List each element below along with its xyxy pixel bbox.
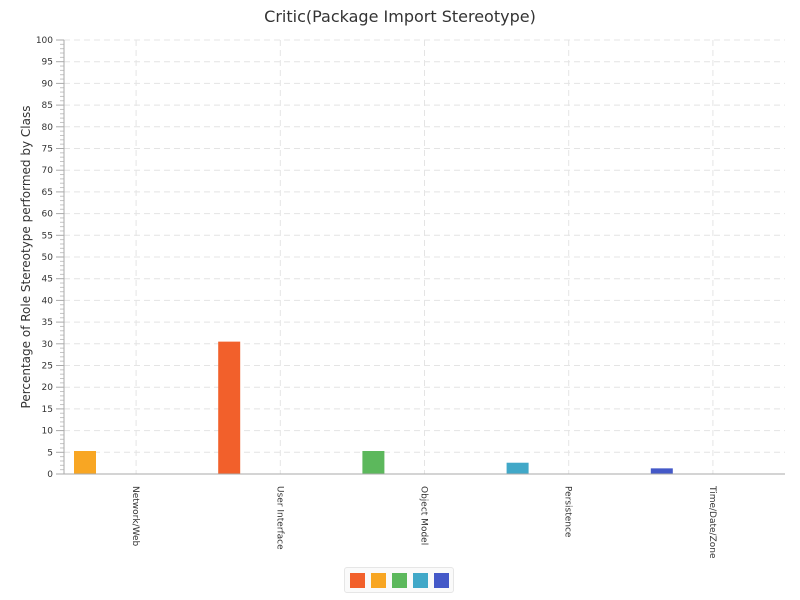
y-tick-label: 70 — [42, 166, 54, 176]
y-tick-label: 50 — [42, 253, 54, 263]
x-tick-label: User Interface — [274, 486, 284, 550]
y-tick-label: 10 — [42, 427, 54, 437]
x-tick-label: Object Model — [419, 486, 429, 545]
x-tick-label: Network/Web — [130, 486, 140, 547]
y-tick-label: 5 — [47, 448, 53, 458]
legend-swatch — [350, 573, 365, 588]
y-tick-label: 75 — [42, 145, 53, 155]
y-tick-label: 30 — [42, 340, 54, 350]
legend-swatch — [392, 573, 407, 588]
y-tick-label: 0 — [47, 470, 53, 480]
y-tick-label: 80 — [42, 123, 54, 133]
legend-swatch — [434, 573, 449, 588]
bar — [362, 450, 385, 474]
y-tick-label: 65 — [42, 188, 53, 198]
legend-swatch — [413, 573, 428, 588]
bar — [218, 341, 241, 474]
bar — [506, 462, 529, 474]
y-tick-label: 60 — [42, 210, 54, 220]
bar — [74, 450, 96, 474]
chart-title: Critic(Package Import Stereotype) — [264, 7, 536, 26]
y-tick-label: 90 — [42, 79, 54, 89]
y-tick-label: 85 — [42, 101, 53, 111]
y-tick-label: 45 — [42, 275, 53, 285]
legend-swatch — [371, 573, 386, 588]
bar — [650, 468, 673, 474]
y-tick-label: 95 — [42, 58, 53, 68]
y-tick-label: 55 — [42, 231, 53, 241]
y-tick-label: 100 — [36, 36, 53, 46]
y-tick-label: 35 — [42, 318, 53, 328]
y-tick-label: 40 — [42, 296, 54, 306]
x-tick-label: Persistence — [563, 486, 573, 538]
y-tick-label: 20 — [42, 383, 54, 393]
y-tick-label: 15 — [42, 405, 53, 415]
x-tick-label: Time/Date/Zone — [707, 485, 717, 559]
legend — [344, 567, 454, 593]
y-tick-label: 25 — [42, 362, 53, 372]
